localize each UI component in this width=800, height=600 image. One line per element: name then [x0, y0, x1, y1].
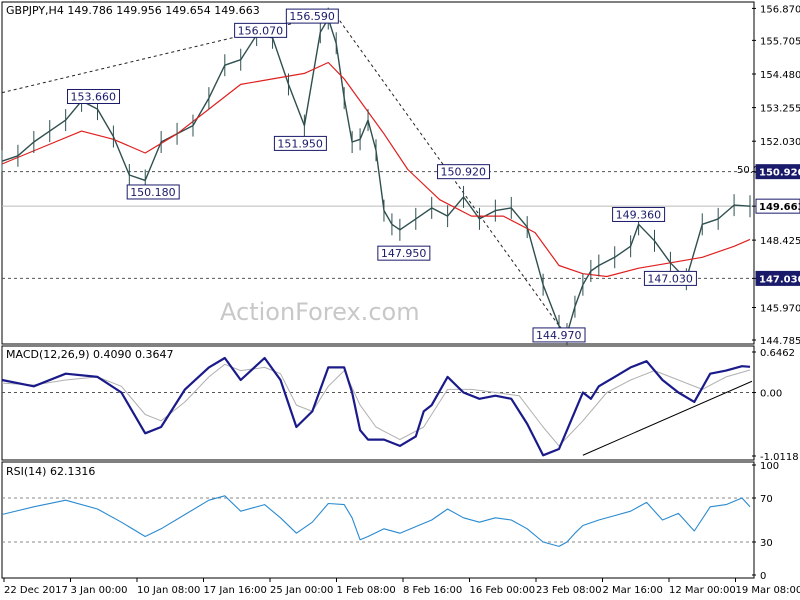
x-tick-label: 12 Mar 00:00: [669, 585, 736, 596]
price-y-tick-label: 152.030: [760, 137, 800, 148]
price-y-tick-label: 153.255: [760, 104, 800, 115]
level-badge-text: 150.920: [759, 168, 800, 179]
price-label-box: [377, 245, 431, 261]
price-label-box: [612, 206, 666, 222]
macd-panel-frame: [1, 345, 755, 461]
price-label-box: [643, 270, 697, 286]
macd-title: MACD(12,26,9) 0.4090 0.3647: [6, 348, 174, 361]
macd-line: [1, 356, 751, 457]
price-label-text: 144.970: [536, 329, 582, 342]
price-label-box: [126, 184, 180, 200]
price-y-tick-label: 156.870: [760, 4, 800, 15]
level-badge: [755, 164, 800, 180]
rsi-line: [1, 495, 751, 547]
price-label-text: 149.360: [616, 208, 662, 221]
macd-trendline: [582, 380, 753, 456]
price-label-text: 150.920: [441, 166, 487, 179]
rsi-y-tick-label: 70: [760, 494, 773, 505]
moving-average-line: [1, 61, 751, 278]
price-label-box: [67, 88, 121, 104]
price-label: 149.360: [612, 206, 666, 222]
price-label: 156.590: [285, 8, 339, 24]
x-tick-label: 3 Jan 00:00: [71, 585, 128, 596]
watermark: ActionForex.com: [220, 298, 420, 326]
x-tick-label: 10 Jan 08:00: [137, 585, 200, 596]
price-label-box: [234, 22, 288, 38]
price-label-text: 156.070: [238, 24, 283, 37]
price-label-text: 156.590: [289, 10, 335, 23]
price-label: 153.660: [67, 88, 121, 104]
price-label: 151.950: [273, 135, 327, 151]
rsi-title: RSI(14) 62.1316: [6, 465, 95, 478]
level-badge-text: 147.030: [759, 274, 800, 285]
price-label-text: 150.180: [130, 186, 176, 199]
price-y-tick-label: 154.480: [760, 70, 800, 81]
level-badge: [755, 270, 800, 286]
price-series: [1, 17, 751, 335]
x-tick-label: 17 Jan 16:00: [204, 585, 267, 596]
price-label: 147.950: [377, 245, 431, 261]
macd-y-tick-label: -1.0118: [760, 452, 799, 463]
level-badge-text: 149.663: [759, 202, 800, 213]
price-label-text: 147.950: [381, 247, 427, 260]
macd-y-tick-label: 0.6462: [760, 348, 795, 359]
price-title: GBPJPY,H4 149.786 149.956 149.654 149.66…: [6, 4, 260, 17]
price-label-box: [437, 164, 491, 180]
price-label-text: 147.030: [647, 272, 693, 285]
price-label-box: [273, 135, 327, 151]
price-panel-frame: [1, 1, 755, 345]
fib-50-label: 50.0: [737, 165, 759, 176]
x-tick-label: 2 Mar 16:00: [603, 585, 663, 596]
x-tick-label: 25 Jan 00:00: [270, 585, 333, 596]
price-label: 156.070: [234, 22, 288, 38]
x-tick-label: 23 Feb 08:00: [536, 585, 602, 596]
x-tick-label: 16 Feb 00:00: [470, 585, 536, 596]
price-label-box: [285, 8, 339, 24]
rsi-panel-frame: [1, 461, 755, 579]
x-tick-label: 19 Mar 08:00: [736, 585, 800, 596]
price-label: 144.970: [532, 327, 586, 343]
price-label-text: 151.950: [277, 137, 323, 150]
price-y-tick-label: 145.970: [760, 303, 800, 314]
price-y-tick-label: 155.705: [760, 36, 800, 47]
price-y-tick-label: 148.425: [760, 236, 800, 247]
rsi-y-tick-label: 0: [760, 571, 766, 582]
price-label-text: 153.660: [71, 90, 117, 103]
rsi-y-tick-label: 100: [760, 461, 779, 472]
price-label: 150.920: [437, 164, 491, 180]
x-tick-label: 22 Dec 2017: [4, 585, 68, 596]
price-label: 147.030: [643, 270, 697, 286]
rsi-y-tick-label: 30: [760, 538, 773, 549]
price-label-box: [532, 327, 586, 343]
level-badge: [755, 198, 800, 214]
macd-signal-line: [1, 363, 751, 447]
price-label: 150.180: [126, 184, 180, 200]
macd-y-tick-label: 0.00: [760, 389, 782, 400]
price-y-tick-label: 144.785: [760, 336, 800, 347]
x-tick-label: 8 Feb 16:00: [403, 585, 462, 596]
x-tick-label: 1 Feb 08:00: [337, 585, 396, 596]
